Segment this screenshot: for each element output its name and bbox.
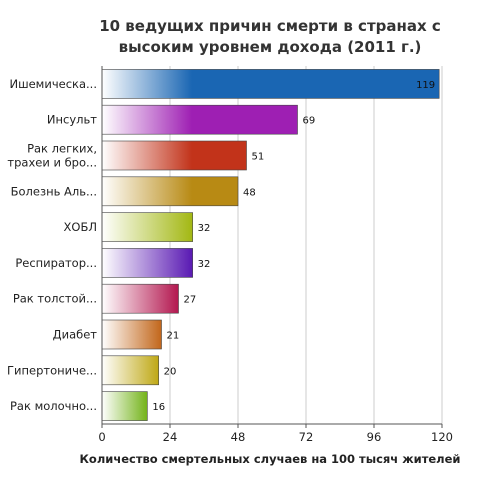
bar: [101, 69, 440, 99]
bar-value-label: 32: [198, 223, 211, 234]
bar-value-label: 20: [164, 366, 177, 377]
x-axis-ticks: 0 24 48 72 96 120: [98, 424, 453, 444]
category-label: трахеи и бро...: [7, 156, 97, 170]
chart-title-line-2: высоким уровнем дохода (2011 г.): [119, 38, 422, 56]
bars: 119 69 51 48 32 32 27 21 20 16: [101, 69, 440, 421]
x-tick-label: 72: [299, 430, 314, 444]
bar: [101, 212, 193, 242]
x-axis-label: Количество смертельных случаев на 100 ты…: [80, 452, 461, 466]
bar: [101, 355, 159, 386]
bar: [101, 140, 247, 171]
bar-value-label: 119: [416, 80, 435, 91]
bar: [101, 104, 298, 135]
chart-title: 10 ведущих причин смерти в странах с выс…: [99, 17, 441, 56]
bar-value-label: 27: [184, 295, 197, 306]
x-tick-label: 48: [231, 430, 246, 444]
category-label: Рак толстой...: [13, 292, 97, 306]
category-label: Рак молочно...: [10, 399, 97, 413]
category-label: Ишемическа...: [9, 77, 97, 91]
bar-value-label: 48: [243, 187, 256, 198]
category-label: Рак легких,: [27, 142, 97, 156]
bar-value-label: 16: [152, 402, 165, 413]
category-label: Диабет: [53, 328, 98, 342]
chart-title-line-1: 10 ведущих причин смерти в странах с: [99, 17, 441, 35]
category-label: Инсульт: [47, 113, 97, 127]
bar: [101, 391, 148, 421]
bar: [101, 248, 193, 278]
x-tick-label: 96: [367, 430, 382, 444]
category-label: Болезнь Аль...: [11, 184, 97, 198]
bar-value-label: 21: [167, 331, 180, 342]
bar: [101, 319, 162, 350]
bar-value-label: 51: [252, 152, 265, 163]
category-labels: Ишемическа... Инсульт Рак легких,трахеи и …: [7, 77, 97, 413]
bar: [101, 176, 239, 207]
x-tick-label: 24: [163, 430, 178, 444]
category-label: Гипертониче...: [7, 363, 97, 377]
category-label: ХОБЛ: [64, 220, 97, 234]
bar-value-label: 32: [198, 259, 211, 270]
bar: [101, 283, 179, 314]
bar-value-label: 69: [303, 116, 316, 127]
category-label: Респиратор...: [15, 256, 97, 270]
x-tick-label: 0: [98, 430, 105, 444]
x-tick-label: 120: [431, 430, 453, 444]
